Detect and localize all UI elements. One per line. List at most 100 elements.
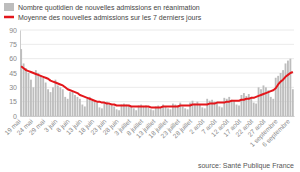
bar [233,101,235,116]
bar [280,73,282,116]
bar [277,76,279,116]
bar [150,109,152,116]
bar [133,108,135,116]
bar [292,89,294,116]
bar [40,76,42,116]
bar [248,94,250,116]
bar [223,98,225,116]
bar [206,99,208,116]
bar [221,107,223,116]
bar [79,99,81,116]
bar [72,91,74,116]
x-tick: 6 septembre [261,116,292,149]
bar [116,109,118,116]
bar [270,97,272,116]
bar [74,95,76,116]
bar [160,107,162,116]
y-tick-label: 60 [9,55,17,62]
bar [275,78,277,116]
bar [211,100,213,116]
bar [192,101,194,116]
bar [99,107,101,116]
grid-line [20,58,294,59]
bar [170,109,172,116]
bar [182,106,184,116]
legend-label: Moyenne des nouvelles admissions sur les… [18,14,202,22]
bar [167,108,169,116]
bar [135,110,137,116]
y-tick: 75 [9,41,20,48]
bar [267,90,269,116]
y-tick-label: 45 [9,70,17,77]
bar [111,105,113,116]
y-tick: 45 [9,70,20,77]
bar [250,97,252,116]
bar [47,89,49,116]
grid [20,30,294,116]
bar [81,105,83,116]
grid-line [20,30,294,31]
y-axis: 0153045607590 [9,27,20,120]
bar [272,99,274,116]
bar [59,87,61,116]
bar [101,108,103,116]
bar [218,106,220,116]
bar [62,89,64,116]
bar [258,87,260,116]
bar [216,103,218,116]
bar [23,63,25,116]
bar [282,70,284,116]
average-line [21,66,293,107]
bar [253,103,255,116]
bars [20,49,294,116]
bar [96,103,98,116]
bar [25,68,27,116]
y-tick: 90 [9,27,20,34]
bar [255,104,257,116]
y-tick: 60 [9,55,20,62]
bar [241,95,243,116]
bar [128,105,130,116]
bar [228,97,230,116]
x-tick-label: 6 septembre [261,117,292,148]
bar [231,100,233,116]
bar [287,61,289,116]
bar [285,63,287,116]
bar [187,109,189,116]
bar [143,106,145,116]
plot: 015304560759019 mai24 mai29 mai3 juin8 j… [3,27,294,149]
source: source: Santé Publique France [198,162,294,170]
grid-line [20,73,294,74]
bar [148,107,150,116]
bar [69,92,71,116]
bar [45,83,47,116]
bar [77,97,79,116]
marks [20,49,294,116]
bar [236,105,238,116]
bar [289,59,291,116]
bar [37,73,39,116]
legend-swatch [4,16,14,19]
bar [172,104,174,116]
bar [165,106,167,116]
bar [32,87,34,116]
bar [243,93,245,116]
legend-swatch [4,3,14,11]
bar [55,80,57,116]
bar [94,102,96,116]
bar [57,85,59,116]
y-tick-label: 75 [9,41,17,48]
bar [28,73,30,116]
bar [67,99,69,116]
legend-label: Nombre quotidien de nouvelles admissions… [18,4,200,12]
bar [108,105,110,116]
bar [201,107,203,116]
bar [118,110,120,116]
y-tick-label: 30 [9,84,17,91]
bar [263,85,265,116]
bar [152,110,154,116]
bar [20,49,22,116]
y-tick-label: 15 [9,98,17,105]
bar [50,92,52,116]
bar [35,70,37,116]
